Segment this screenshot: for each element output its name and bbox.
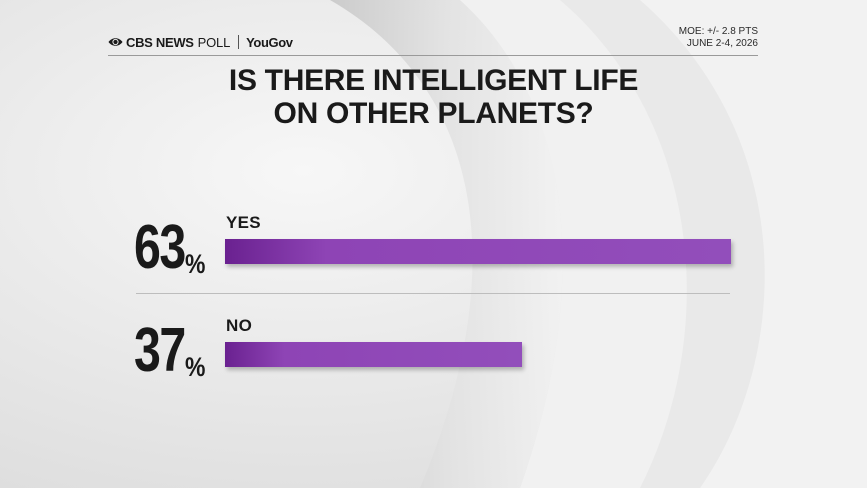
margin-of-error: MOE: +/- 2.8 PTS <box>678 26 758 37</box>
category-label-no: NO <box>226 316 253 335</box>
poll-dates: JUNE 2-4, 2026 <box>686 38 758 49</box>
value-number-yes: 63 <box>134 213 186 282</box>
bar-row-no: 37 % NO <box>0 313 867 383</box>
chart-title-line-1: IS THERE INTELLIGENT LIFE <box>228 64 639 97</box>
brand-cbs-news: CBS NEWS <box>126 34 194 50</box>
chart-title: IS THERE INTELLIGENT LIFE ON OTHER PLANE… <box>0 64 867 130</box>
bar-row-yes: 63 % YES <box>0 210 867 280</box>
brand-separator <box>238 35 240 49</box>
percent-sign-yes: % <box>184 249 206 279</box>
percent-sign-no: % <box>184 352 206 382</box>
chart-title-line-2: ON OTHER PLANETS? <box>273 97 594 130</box>
value-number-no: 37 <box>134 316 186 385</box>
header: CBS NEWS POLL YouGov MOE: +/- 2.8 PTS JU… <box>108 26 758 54</box>
bar-no <box>225 342 522 367</box>
header-rule <box>108 55 758 56</box>
row-divider <box>136 293 730 294</box>
value-label-yes: 63 % <box>134 210 209 282</box>
cbs-eye-icon <box>108 38 123 46</box>
brand: CBS NEWS POLL YouGov <box>108 34 293 50</box>
poll-meta: MOE: +/- 2.8 PTS JUNE 2-4, 2026 <box>679 26 758 50</box>
brand-yougov: YouGov <box>246 34 293 50</box>
value-label-no: 37 % <box>134 313 209 385</box>
category-label-yes: YES <box>226 213 261 232</box>
brand-poll: POLL <box>197 34 231 50</box>
bar-yes <box>225 239 731 264</box>
